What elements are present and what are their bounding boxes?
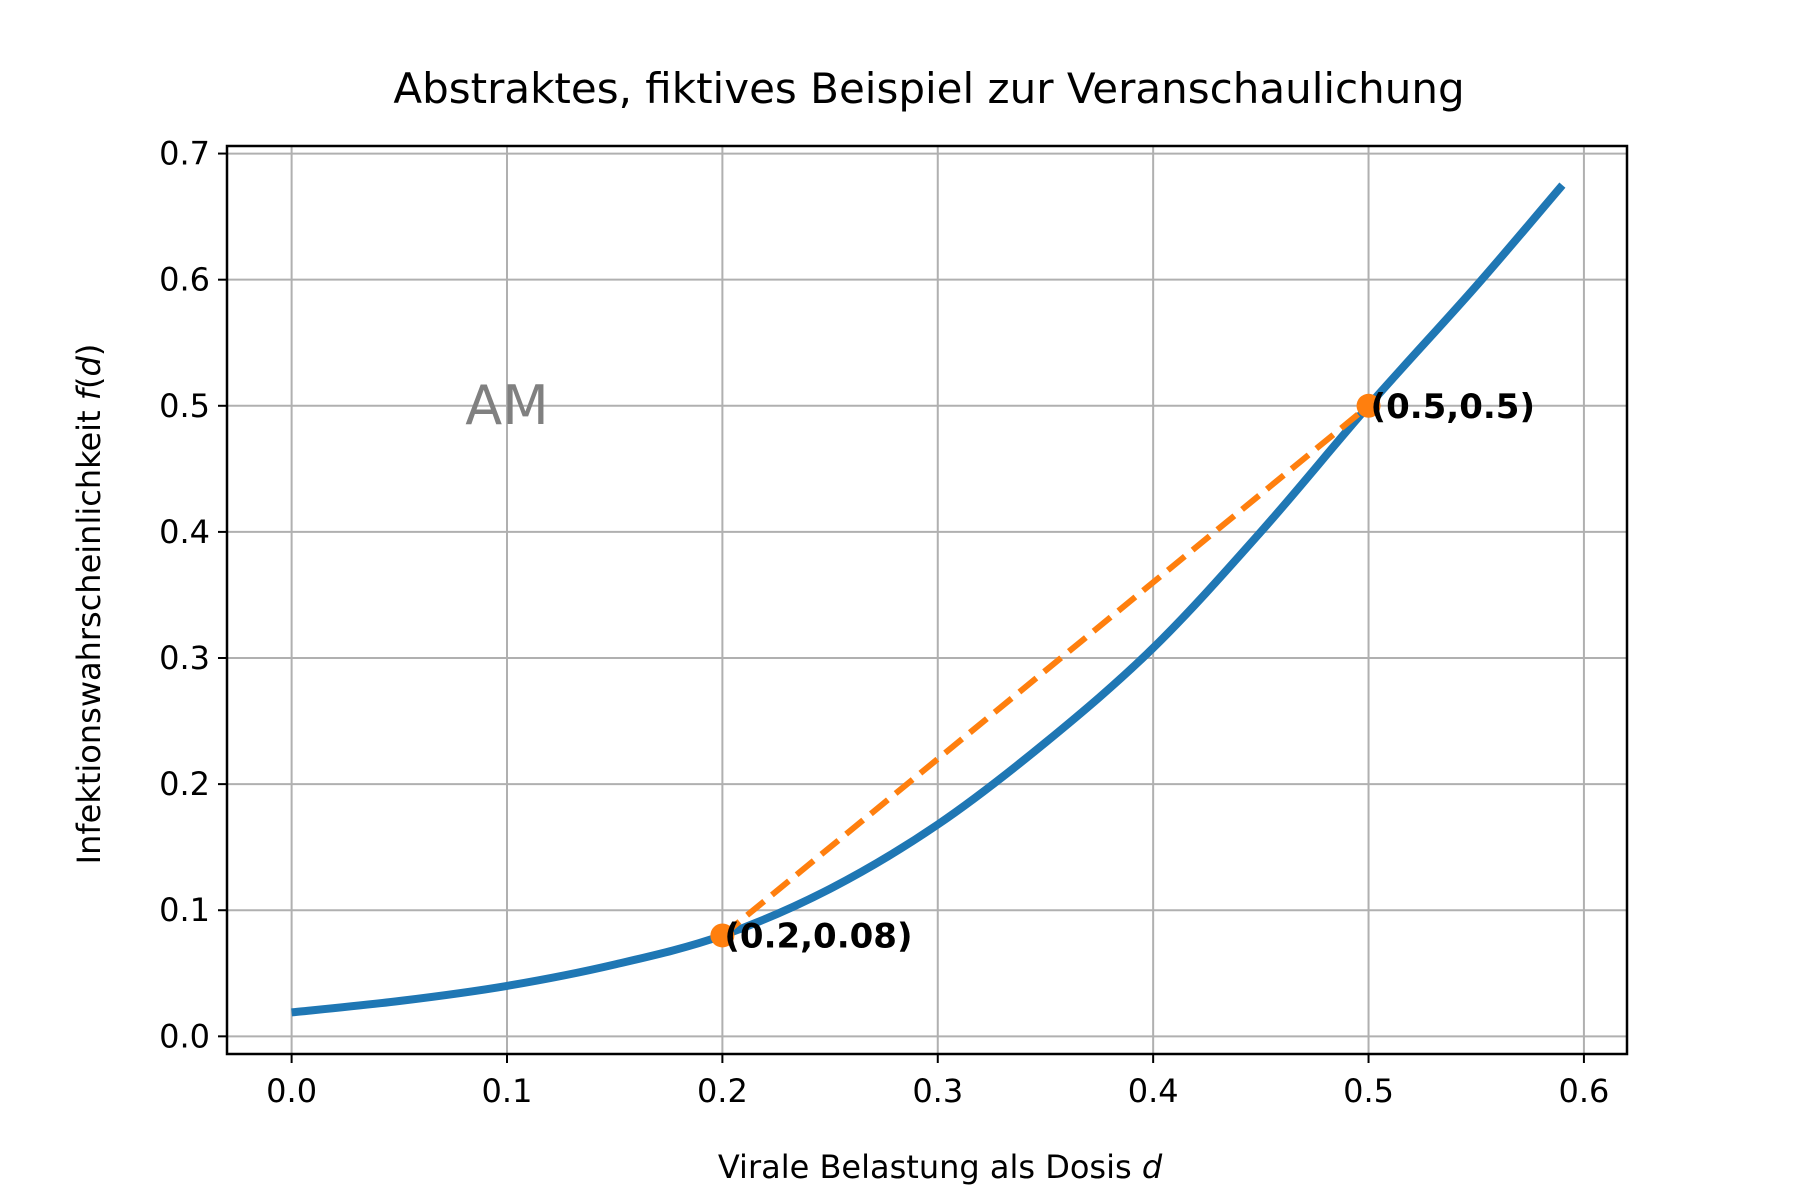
x-tick-label: 0.5: [1343, 1072, 1394, 1110]
y-tick-label: 0.0: [159, 1017, 210, 1055]
grid-lines: [227, 146, 1627, 1054]
dashed-secant-line: [720, 403, 1371, 938]
y-tick-label: 0.6: [159, 261, 210, 299]
point-label: (0.5,0.5): [1371, 387, 1535, 427]
x-axis-label-variable: d: [1142, 1148, 1163, 1186]
y-axis-label: Infektionswahrscheinlichkeit f(d): [70, 344, 108, 865]
y-tick-label: 0.7: [159, 135, 210, 173]
x-axis-label-text: Virale Belastung als Dosis: [718, 1148, 1142, 1186]
y-axis-label-text: Infektionswahrscheinlichkeit: [70, 400, 108, 864]
x-tick-label: 0.2: [697, 1072, 748, 1110]
am-annotation: AM: [465, 374, 549, 437]
chart-title: Abstraktes, fiktives Beispiel zur Verans…: [393, 64, 1464, 113]
data-point-marker: [1356, 393, 1381, 418]
y-axis-label-open-paren: (: [70, 376, 108, 388]
y-tick-label: 0.4: [159, 513, 210, 551]
y-tick-label: 0.5: [159, 387, 210, 425]
axis-ticks: 0.0 0.1 0.2 0.3 0.4 0.5 0.6 0.0 0.1 0.2 0.3 0.4 0.5 0…: [159, 135, 1609, 1110]
x-tick-label: 0.6: [1558, 1072, 1609, 1110]
x-tick-label: 0.1: [482, 1072, 533, 1110]
data-point-marker: [710, 923, 735, 948]
x-tick-label: 0.4: [1128, 1072, 1179, 1110]
point-label: (0.2,0.08): [724, 916, 912, 956]
y-axis-label-close-paren: ): [70, 344, 108, 356]
plot-frame: [225, 144, 1629, 1056]
y-tick-label: 0.1: [159, 891, 210, 929]
y-axis-label-variable: d: [70, 355, 108, 376]
point-labels: (0.2,0.08) (0.5,0.5): [710, 387, 1535, 956]
x-tick-label: 0.3: [912, 1072, 963, 1110]
x-axis-label: Virale Belastung als Dosis d: [718, 1148, 1163, 1186]
x-tick-label: 0.0: [266, 1072, 317, 1110]
y-tick-label: 0.3: [159, 639, 210, 677]
y-tick-label: 0.2: [159, 765, 210, 803]
